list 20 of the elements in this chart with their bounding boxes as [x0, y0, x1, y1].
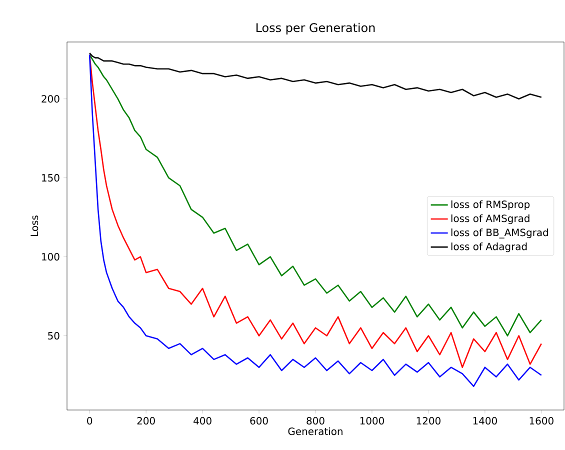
- y-tick-label: 200: [42, 95, 60, 103]
- x-tick-label: 1600: [530, 417, 554, 425]
- y-axis-title: Loss: [30, 216, 38, 236]
- legend-label: loss of BB_AMSgrad: [451, 228, 548, 238]
- x-tick-label: 600: [250, 417, 268, 425]
- x-tick-label: 800: [306, 417, 324, 425]
- x-tick-label: 1400: [473, 417, 497, 425]
- legend-label: loss of AMSgrad: [451, 214, 530, 224]
- x-axis-title: Generation: [288, 427, 342, 436]
- x-tick-label: 1200: [416, 417, 440, 425]
- legend-label: loss of Adagrad: [451, 242, 527, 252]
- x-tick-label: 0: [87, 417, 92, 425]
- legend-label: loss of RMSprop: [451, 200, 530, 210]
- x-tick-label: 200: [137, 417, 155, 425]
- y-tick-label: 150: [42, 174, 60, 182]
- x-tick-label: 1000: [360, 417, 384, 425]
- y-tick-label: 50: [48, 332, 60, 340]
- y-tick-label: 100: [42, 253, 60, 261]
- x-tick-label: 400: [194, 417, 212, 425]
- chart-title: Loss per Generation: [256, 22, 375, 34]
